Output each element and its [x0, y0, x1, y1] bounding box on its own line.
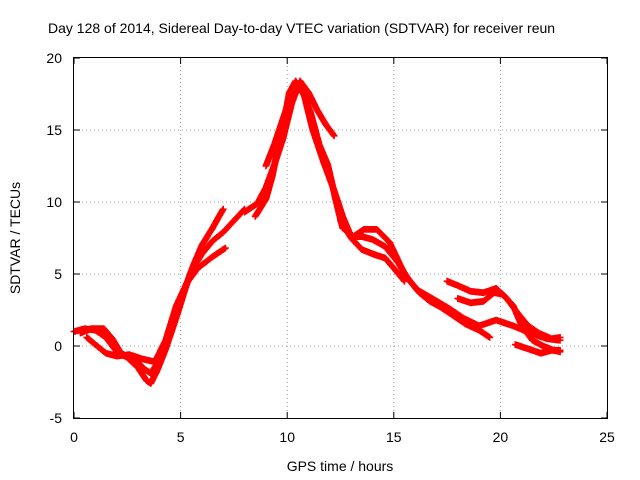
y-axis-label: SDTVAR / TECUs [7, 182, 23, 294]
x-tick-label: 5 [177, 429, 185, 445]
series-satellite-track-9 [454, 289, 564, 356]
data-points [511, 341, 564, 357]
data-points [443, 277, 564, 343]
plot-frame [73, 57, 608, 419]
y-tick-label: 10 [46, 194, 62, 210]
x-axis-label: GPS time / hours [287, 458, 394, 474]
data-points [83, 244, 229, 366]
y-tick-label: 20 [46, 50, 62, 66]
y-tick-label: -5 [50, 410, 63, 426]
series-satellite-track-6 [262, 84, 564, 344]
x-tick-label: 25 [599, 429, 615, 445]
data-series [70, 77, 564, 387]
series-satellite-track-8 [443, 277, 564, 343]
x-tick-label: 10 [279, 429, 295, 445]
series-satellite-track-5 [251, 77, 494, 341]
axis-ticks: 0 5 10 15 20 25 -5 0 5 10 15 20 [46, 50, 615, 445]
data-points [251, 77, 494, 341]
x-tick-label: 15 [386, 429, 402, 445]
x-tick-label: 0 [70, 429, 78, 445]
chart-title: Day 128 of 2014, Sidereal Day-to-day VTE… [48, 20, 555, 36]
data-points [454, 289, 564, 356]
data-points [337, 217, 408, 285]
series-satellite-track-7 [337, 217, 408, 285]
x-tick-label: 20 [493, 429, 509, 445]
series-satellite-track-10 [511, 341, 564, 357]
y-tick-label: 5 [54, 266, 62, 282]
data-points [262, 84, 564, 344]
series-satellite-track-3 [83, 244, 229, 366]
y-tick-label: 0 [54, 338, 62, 354]
y-tick-label: 15 [46, 122, 62, 138]
